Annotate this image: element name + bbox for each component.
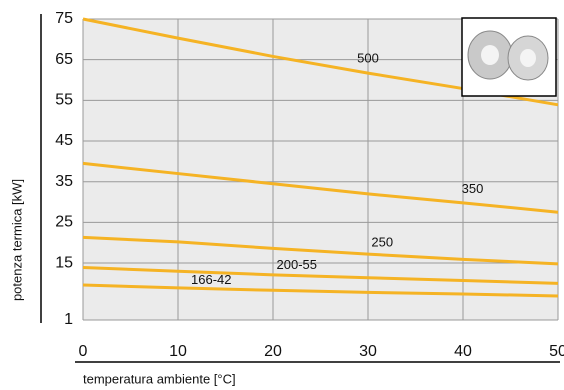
y-tick-label: 35 xyxy=(55,173,73,190)
x-tick-label: 30 xyxy=(359,343,377,360)
product-image xyxy=(462,18,556,96)
x-axis-title: temperatura ambiente [°C] xyxy=(83,371,236,386)
x-tick-label: 10 xyxy=(169,343,187,360)
y-tick-label: 45 xyxy=(55,132,73,149)
y-tick-label: 25 xyxy=(55,214,73,231)
x-tick-label: 0 xyxy=(79,343,88,360)
image-part xyxy=(481,45,499,65)
y-tick-label: 1 xyxy=(64,311,73,328)
y-tick-label: 15 xyxy=(55,254,73,271)
x-tick-label: 20 xyxy=(264,343,282,360)
series-label: 200-55 xyxy=(277,257,317,272)
y-tick-label: 75 xyxy=(55,10,73,27)
image-part xyxy=(520,49,536,67)
series-label: 500 xyxy=(357,51,379,66)
series-label: 250 xyxy=(371,234,393,249)
y-axis-title: potenza termica [kW] xyxy=(9,179,24,301)
y-tick-label: 55 xyxy=(55,92,73,109)
x-tick-label: 50 xyxy=(549,343,564,360)
series-label: 166-42 xyxy=(191,272,231,287)
y-tick-label: 65 xyxy=(55,51,73,68)
x-tick-label: 40 xyxy=(454,343,472,360)
chart: potenza termica [kW] temperatura ambient… xyxy=(0,0,564,390)
series-label: 350 xyxy=(462,181,484,196)
